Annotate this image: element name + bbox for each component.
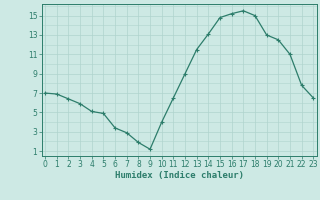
- X-axis label: Humidex (Indice chaleur): Humidex (Indice chaleur): [115, 171, 244, 180]
